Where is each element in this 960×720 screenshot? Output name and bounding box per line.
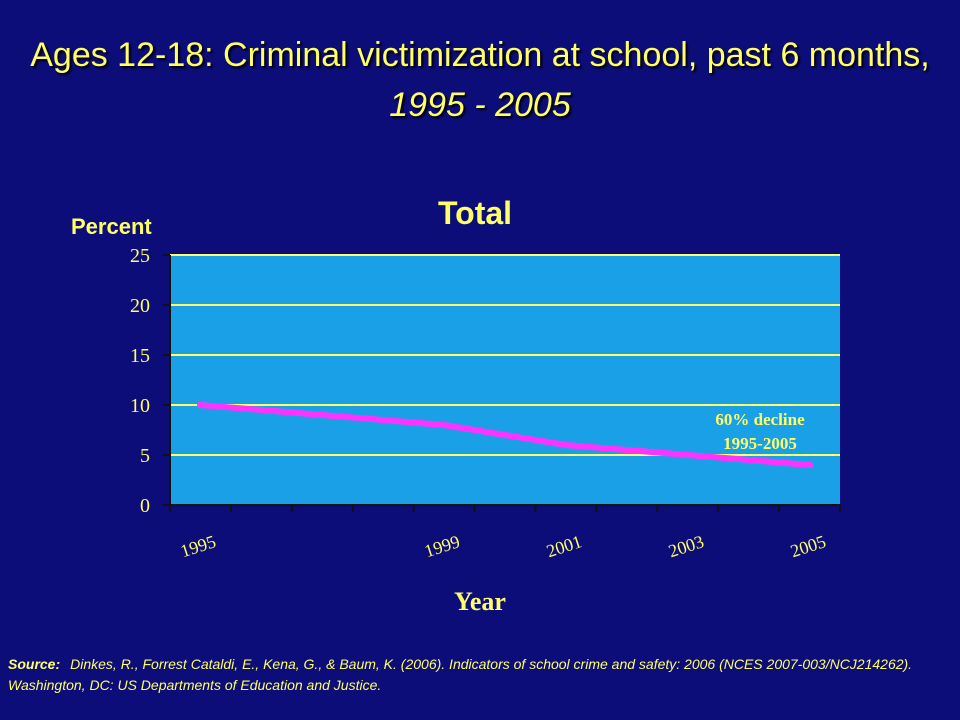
y-axis-label: Percent — [71, 214, 152, 239]
y-tick-label: 0 — [140, 495, 150, 517]
source-text: Dinkes, R., Forrest Cataldi, E., Kena, G… — [8, 656, 912, 693]
x-tick-label: 2005 — [788, 531, 828, 561]
chart-title: Total — [438, 195, 512, 231]
x-tick-label: 2003 — [666, 531, 706, 561]
data-point — [319, 412, 325, 418]
annotation-line1: 60% decline — [715, 410, 805, 429]
y-tick-label: 10 — [130, 395, 150, 417]
data-point — [807, 462, 813, 468]
x-tick-label: 1999 — [422, 531, 462, 561]
source-label: Source: — [8, 656, 60, 672]
y-tick-label: 15 — [130, 345, 150, 367]
source-citation: Source: Dinkes, R., Forrest Cataldi, E., … — [8, 654, 953, 696]
data-point — [685, 452, 691, 458]
plot-area — [170, 255, 840, 505]
y-tick-label: 25 — [130, 245, 150, 267]
data-point — [563, 442, 569, 448]
x-tick-label: 1995 — [178, 531, 218, 561]
data-point — [197, 402, 203, 408]
y-tick-label: 5 — [140, 445, 150, 467]
y-tick-label: 20 — [130, 295, 150, 317]
x-tick-label: 2001 — [544, 531, 584, 561]
data-point — [441, 422, 447, 428]
x-axis-label: Year — [454, 587, 506, 616]
annotation-line2: 1995-2005 — [723, 434, 797, 453]
